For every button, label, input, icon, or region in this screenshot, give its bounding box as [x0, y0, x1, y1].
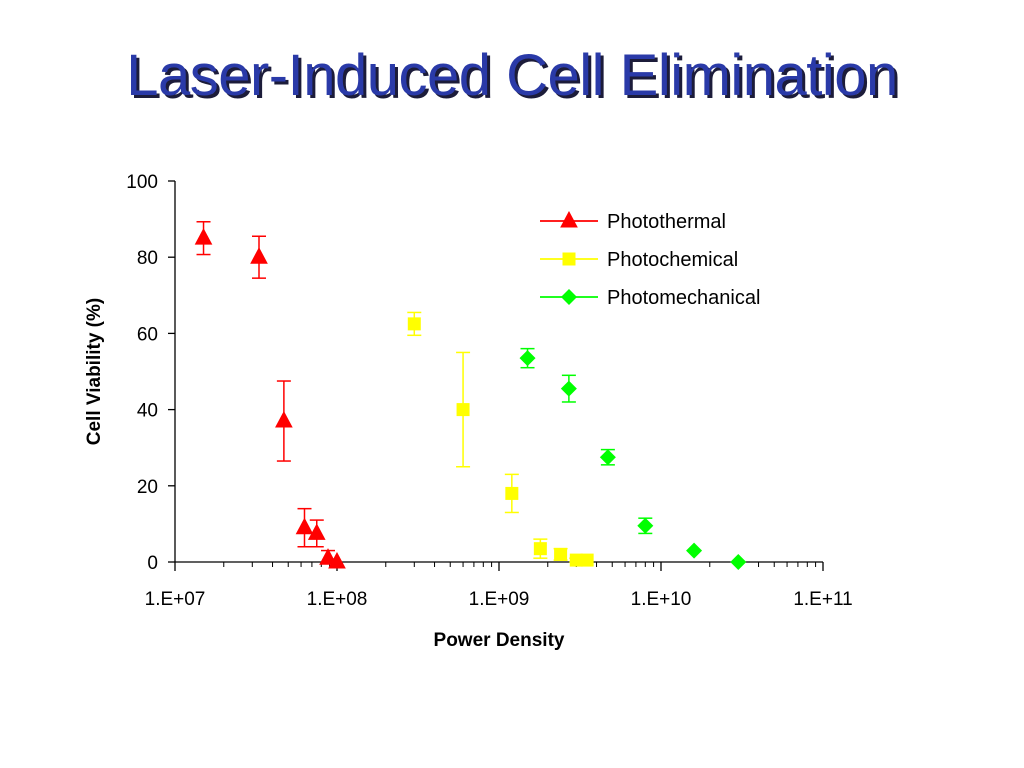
- y-tick-label: 100: [126, 172, 158, 193]
- y-tick-label: 40: [137, 401, 158, 422]
- data-point-diamond: [519, 350, 536, 367]
- data-point-triangle: [250, 247, 268, 264]
- series-photomechanical: [519, 347, 747, 570]
- data-point-diamond: [686, 542, 703, 559]
- x-tick-label: 1.E+09: [469, 589, 530, 610]
- y-tick-label: 80: [137, 248, 158, 269]
- series-photochemical: [407, 311, 594, 567]
- data-point-square: [407, 317, 421, 331]
- data-point-square: [456, 403, 470, 417]
- data-point-square: [569, 553, 583, 567]
- slide-title: Laser-Induced Cell Elimination: [126, 43, 898, 108]
- x-tick-label: 1.E+11: [793, 589, 852, 610]
- x-tick-label: 1.E+08: [307, 589, 368, 610]
- data-point-diamond: [730, 554, 747, 570]
- legend-label: Photothermal: [607, 211, 726, 233]
- legend-marker-square: [562, 252, 576, 266]
- data-point-triangle: [307, 523, 326, 540]
- series-photothermal: [194, 221, 346, 569]
- data-point-diamond: [637, 517, 654, 534]
- data-point-triangle: [295, 517, 314, 535]
- data-point-square: [580, 553, 594, 567]
- data-point-triangle: [275, 410, 293, 428]
- x-tick-label: 1.E+07: [145, 589, 206, 610]
- data-point-diamond: [560, 380, 577, 397]
- data-point-square: [505, 486, 519, 500]
- data-point-triangle: [319, 548, 337, 565]
- data-point-square: [533, 542, 547, 556]
- y-axis-title: Cell Viability (%): [84, 298, 105, 445]
- data-point-diamond: [599, 449, 616, 466]
- x-axis-title: Power Density: [434, 630, 565, 651]
- legend-label: Photochemical: [607, 249, 738, 271]
- y-tick-label: 60: [137, 324, 158, 345]
- x-tick-label: 1.E+10: [631, 589, 692, 610]
- y-tick-label: 20: [137, 477, 158, 498]
- data-point-triangle: [194, 228, 213, 245]
- legend-marker-diamond: [561, 289, 577, 305]
- legend-label: Photomechanical: [607, 287, 760, 309]
- legend-marker-triangle: [560, 210, 578, 228]
- data-point-triangle: [328, 551, 346, 569]
- y-tick-label: 0: [147, 553, 158, 574]
- data-point-square: [554, 547, 568, 561]
